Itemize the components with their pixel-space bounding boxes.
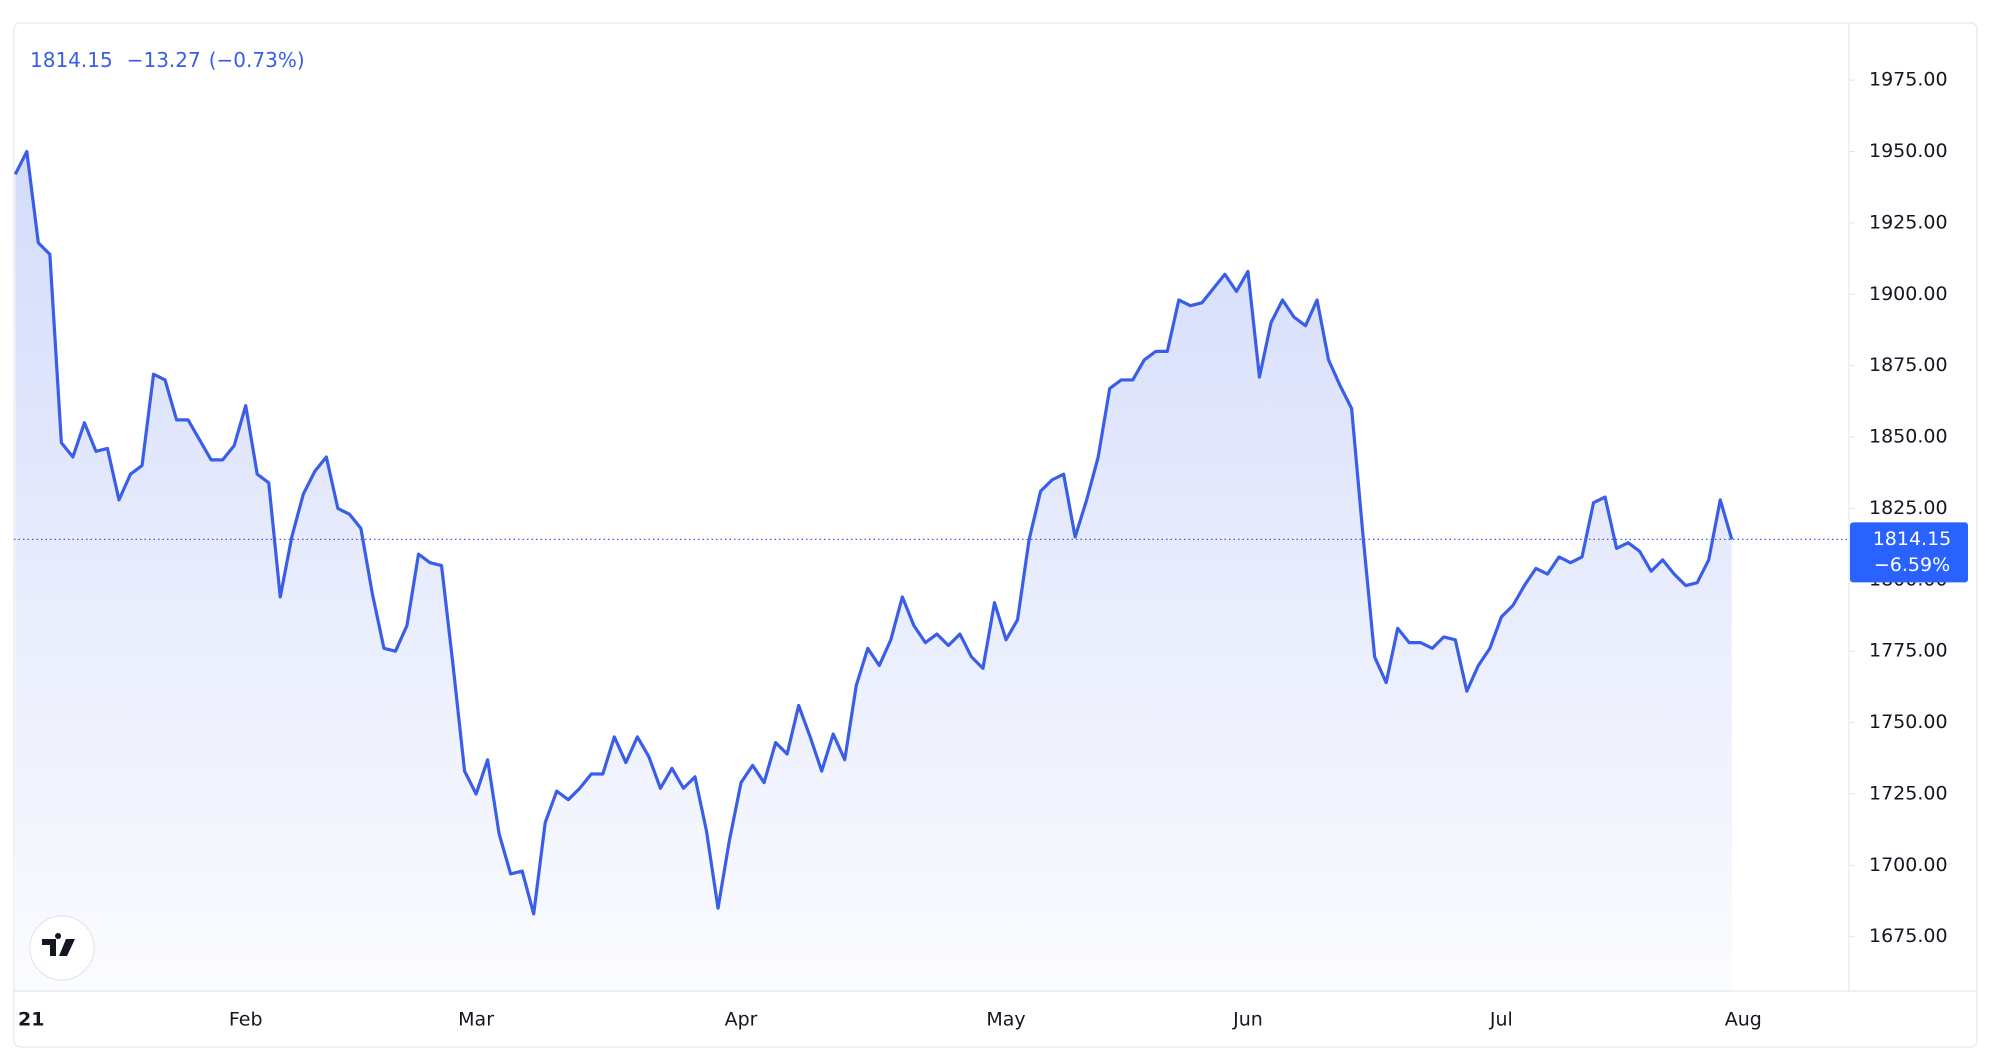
y-tick-label: 1750.00	[1869, 711, 1948, 733]
y-tick-label: 1850.00	[1869, 426, 1948, 448]
price-tag-change: −6.59%	[1874, 554, 1950, 576]
x-tick-label: Feb	[229, 1009, 263, 1031]
y-tick-label: 1875.00	[1869, 354, 1948, 376]
y-tick-label: 1775.00	[1869, 640, 1948, 662]
price-tag	[1850, 522, 1968, 583]
logo-mark	[42, 933, 75, 956]
header-values: 1814.15 −13.27 (−0.73%)	[30, 48, 305, 72]
area-fill	[15, 151, 1732, 991]
y-tick-label: 1675.00	[1869, 925, 1948, 947]
x-tick-label: Jul	[1489, 1009, 1513, 1031]
header-change: −13.27	[127, 48, 201, 72]
x-tick-label: Jun	[1232, 1009, 1263, 1031]
x-tick-label: Mar	[458, 1009, 494, 1031]
y-tick-label: 1700.00	[1869, 854, 1948, 876]
plot	[13, 149, 1734, 991]
header-price: 1814.15	[30, 48, 113, 72]
logo-circle	[29, 915, 95, 981]
y-tick-label: 1725.00	[1869, 782, 1948, 804]
y-tick-label: 1925.00	[1869, 211, 1948, 233]
x-tick-label: May	[986, 1009, 1025, 1031]
y-tick-label: 1825.00	[1869, 497, 1948, 519]
y-tick-label: 1975.00	[1869, 69, 1948, 91]
logo	[29, 915, 95, 981]
frame	[13, 22, 1978, 1048]
price-line	[13, 149, 1734, 916]
y-tick-label: 1900.00	[1869, 283, 1948, 305]
y-tick-label: 1950.00	[1869, 140, 1948, 162]
x-tick-label: 21	[18, 1009, 44, 1031]
price-tag-value: 1814.15	[1873, 528, 1952, 550]
x-tick-label: Apr	[725, 1009, 758, 1031]
x-tick-label: Aug	[1725, 1009, 1762, 1031]
header-change-pct: (−0.73%)	[209, 48, 305, 72]
